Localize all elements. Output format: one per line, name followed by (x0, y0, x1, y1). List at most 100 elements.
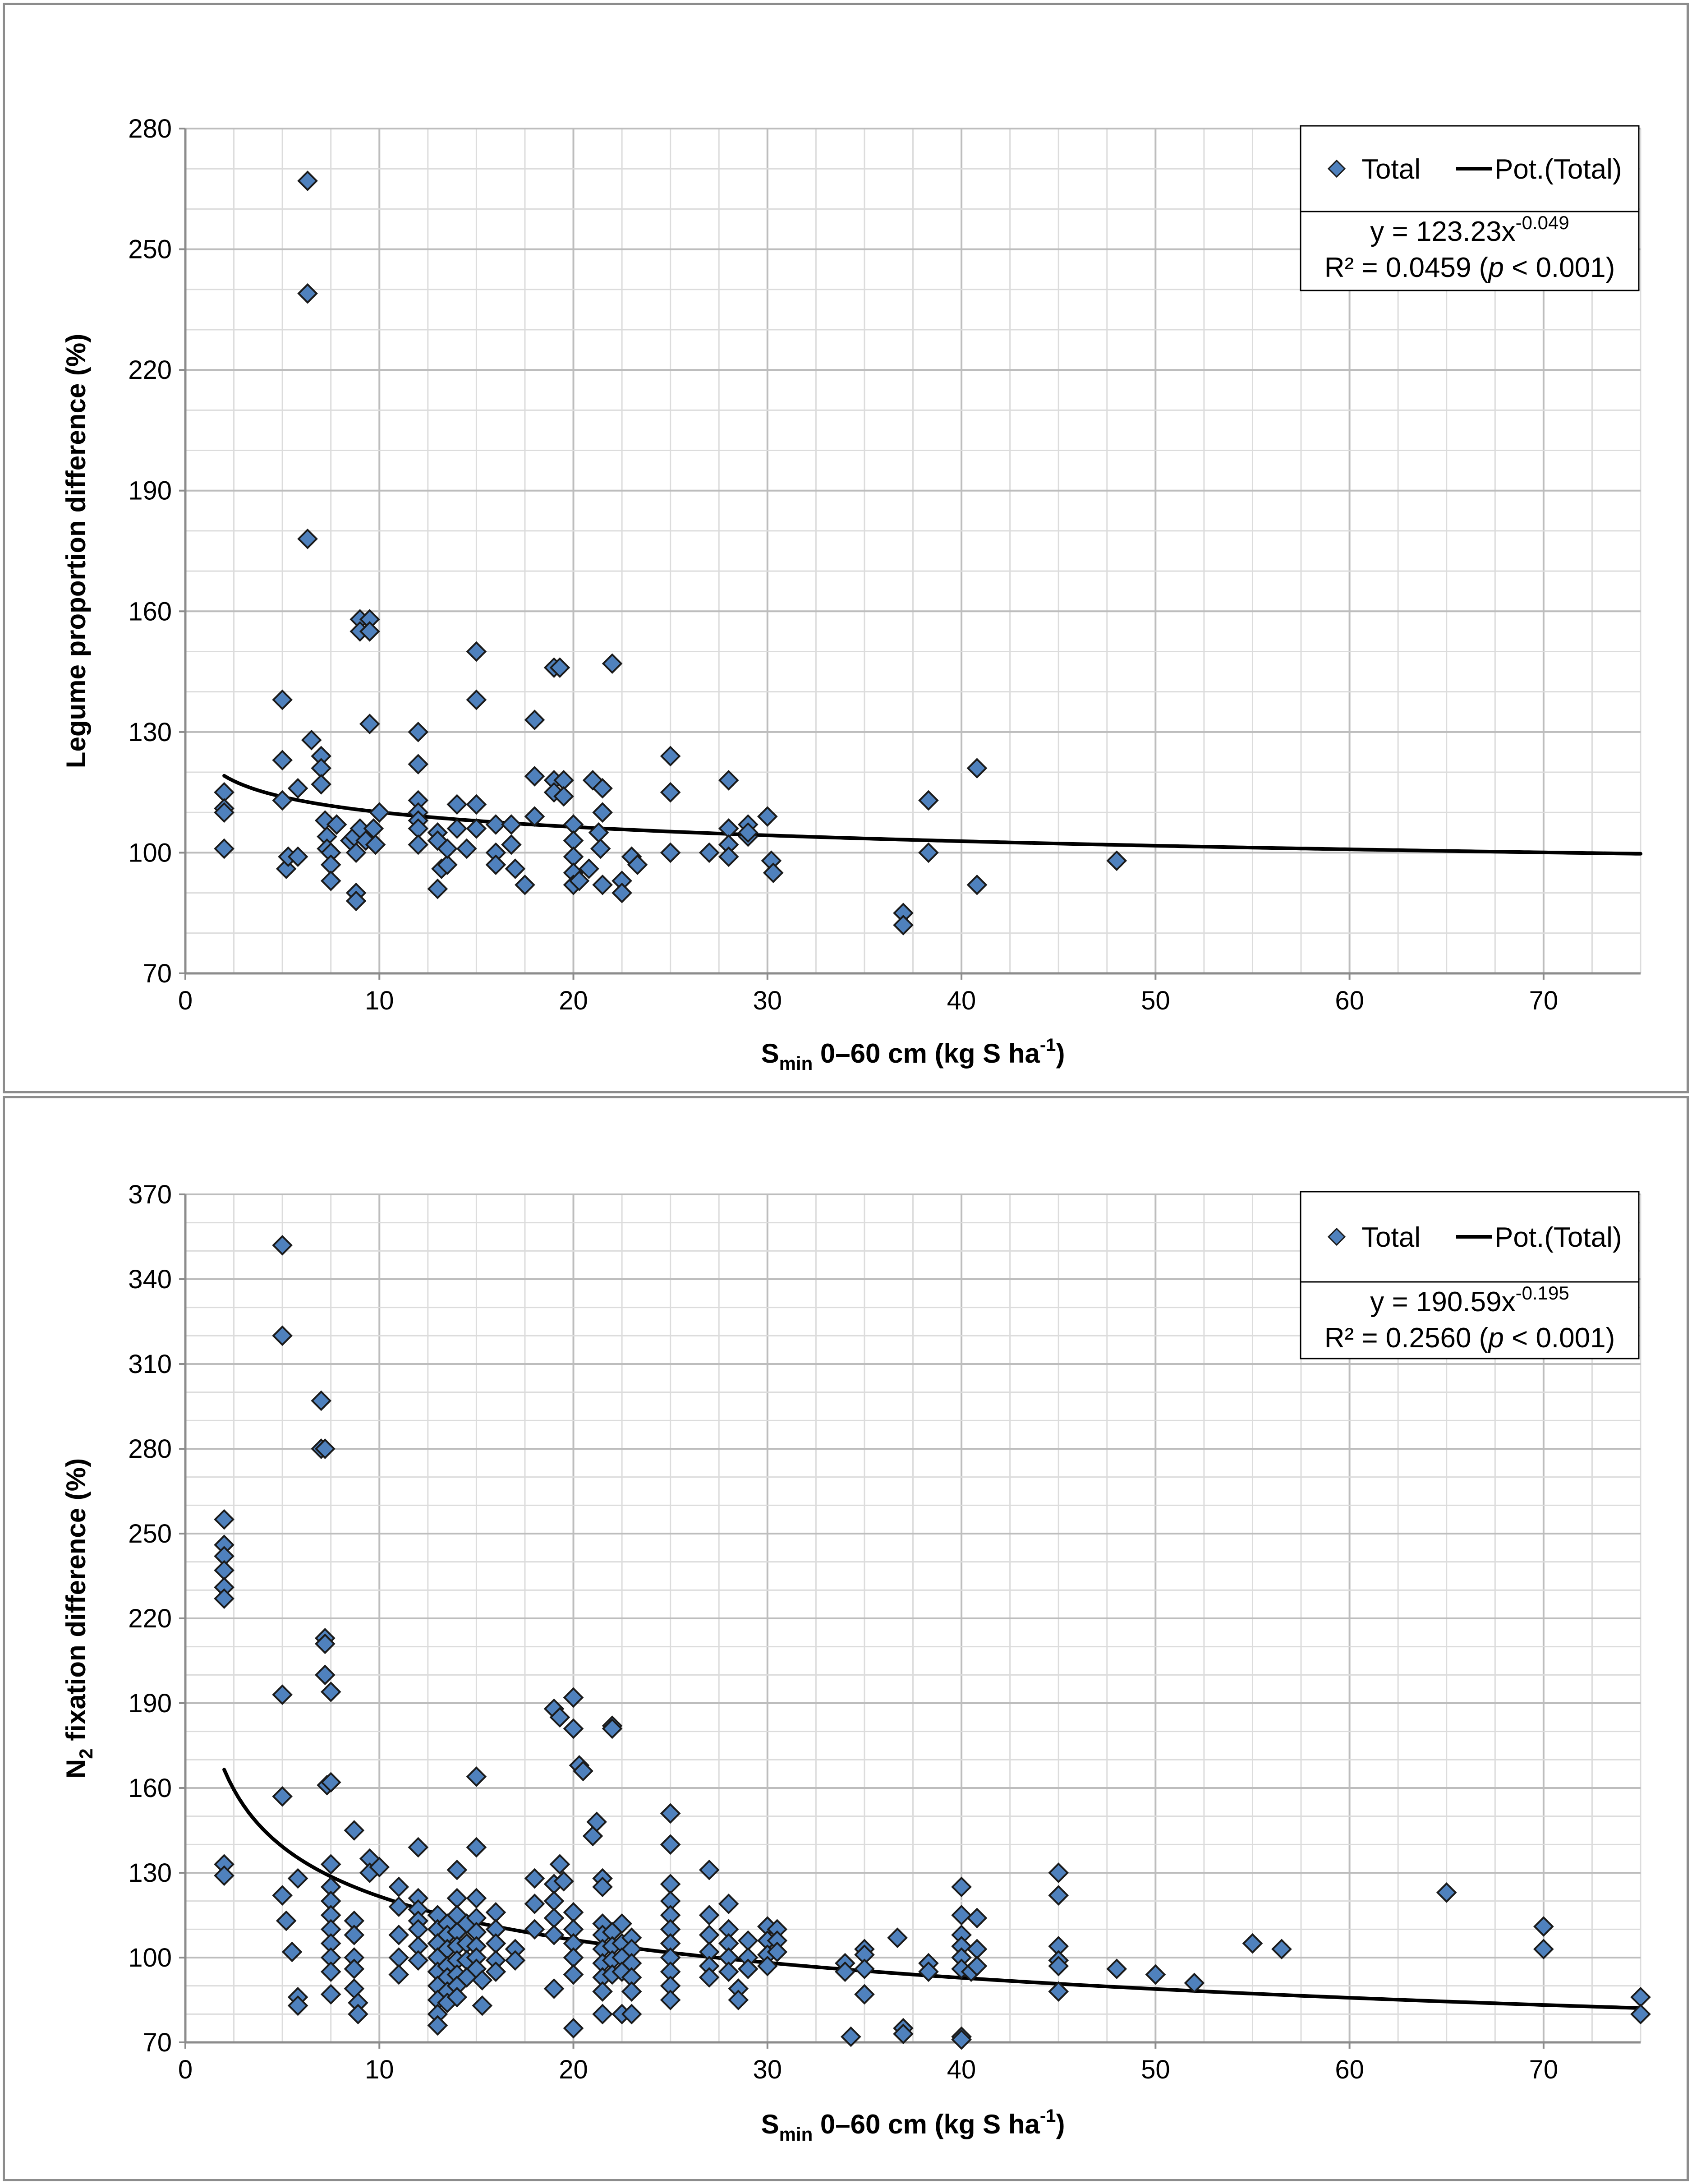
legend-fit-label: Pot.(Total) (1494, 154, 1622, 185)
y-tick-label: 160 (128, 1774, 172, 1803)
data-point (553, 786, 574, 807)
data-point (388, 1947, 409, 1968)
data-point (966, 874, 988, 895)
data-point (563, 2018, 584, 2039)
data-point (320, 1772, 341, 1793)
y-tick-label: 130 (128, 718, 172, 747)
data-point (543, 1908, 565, 1929)
data-point (344, 1925, 365, 1945)
data-point (1184, 1972, 1205, 1994)
data-point (297, 283, 318, 304)
data-point (951, 1876, 972, 1898)
y-tick-label: 370 (128, 1180, 172, 1209)
data-point (359, 621, 380, 642)
data-point (214, 802, 234, 823)
x-tick-label: 60 (1335, 2055, 1364, 2084)
data-point (767, 1941, 788, 1963)
legend-box (1300, 125, 1640, 212)
data-point (592, 1981, 613, 2002)
data-point (214, 838, 234, 859)
data-point (485, 814, 506, 835)
data-point (297, 170, 318, 191)
data-point (408, 1950, 429, 1971)
x-tick-label: 10 (365, 2055, 394, 2084)
data-point (388, 1896, 409, 1917)
chart-panel-legume: 0 10 20 30 40 50 60 70 70 100 130 160 190 220 250 280 Sm… (3, 3, 1689, 1093)
data-point (549, 1854, 570, 1875)
data-point (456, 838, 477, 859)
legend-marker (1327, 1227, 1346, 1246)
data-point (918, 790, 939, 811)
y-tick-label: 280 (128, 114, 172, 143)
data-point (388, 1925, 409, 1945)
y-tick-label: 250 (128, 235, 172, 264)
y-tick-label: 280 (128, 1434, 172, 1464)
data-point (543, 1978, 565, 1999)
data-point (345, 890, 367, 912)
data-point (446, 1859, 468, 1880)
equation-box (1300, 1281, 1640, 1359)
data-point (466, 1837, 487, 1858)
data-point (893, 915, 914, 935)
chart-panel-n2-fixation: 0 10 20 30 40 50 60 70 70 100 130 160 190 220 250 280 31… (3, 1096, 1689, 2181)
x-tick-label: 50 (1141, 2055, 1170, 2084)
data-point (1048, 1885, 1069, 1906)
data-point (966, 1908, 988, 1929)
data-point (699, 1859, 720, 1880)
data-point (272, 790, 293, 811)
data-point (311, 774, 332, 795)
data-point (214, 1588, 234, 1609)
data-point (466, 689, 487, 710)
data-point (1048, 1862, 1069, 1883)
data-point (549, 657, 570, 678)
data-point (515, 874, 535, 895)
data-point (437, 838, 458, 859)
data-point (728, 1990, 749, 2010)
data-point (854, 1958, 875, 1979)
data-point (408, 722, 429, 742)
data-point (272, 1684, 293, 1705)
data-point (214, 1509, 234, 1530)
data-point (314, 1664, 336, 1686)
data-point (359, 714, 380, 734)
equation-box (1300, 211, 1640, 291)
data-point (311, 1390, 332, 1411)
data-point (590, 838, 611, 859)
data-point (524, 1894, 545, 1914)
data-point (918, 1961, 939, 1982)
data-point (966, 758, 988, 779)
data-point (524, 1868, 545, 1889)
data-point (602, 653, 623, 674)
data-point (627, 854, 648, 875)
data-point (612, 1913, 632, 1934)
data-point (966, 1955, 988, 1977)
data-point (918, 842, 939, 863)
y-tick-label: 340 (128, 1265, 172, 1294)
x-tick-label: 10 (365, 986, 394, 1015)
data-point (699, 842, 720, 863)
data-point (563, 1687, 584, 1708)
data-point (501, 834, 522, 855)
data-point (592, 874, 613, 895)
data-point (1533, 1939, 1554, 1960)
data-point (1106, 1958, 1127, 1979)
data-points (214, 170, 1127, 935)
data-point (602, 1718, 623, 1739)
x-tick-label: 0 (178, 986, 193, 1015)
data-point (951, 2029, 972, 2050)
data-point (272, 1325, 293, 1346)
data-point (485, 1961, 506, 1982)
legend-fit-label: Pot.(Total) (1494, 1222, 1622, 1253)
y-axis-label: N2 fixation difference (%) (61, 1458, 97, 1779)
data-point (281, 1941, 303, 1963)
data-point (446, 818, 468, 839)
data-point (272, 689, 293, 710)
data-point (549, 1707, 570, 1728)
data-point (524, 766, 545, 787)
data-point (427, 2015, 448, 2036)
data-point (1145, 1964, 1166, 1985)
data-point (592, 778, 613, 799)
data-point (893, 2023, 914, 2045)
data-point (1271, 1939, 1292, 1960)
data-point (582, 770, 603, 791)
